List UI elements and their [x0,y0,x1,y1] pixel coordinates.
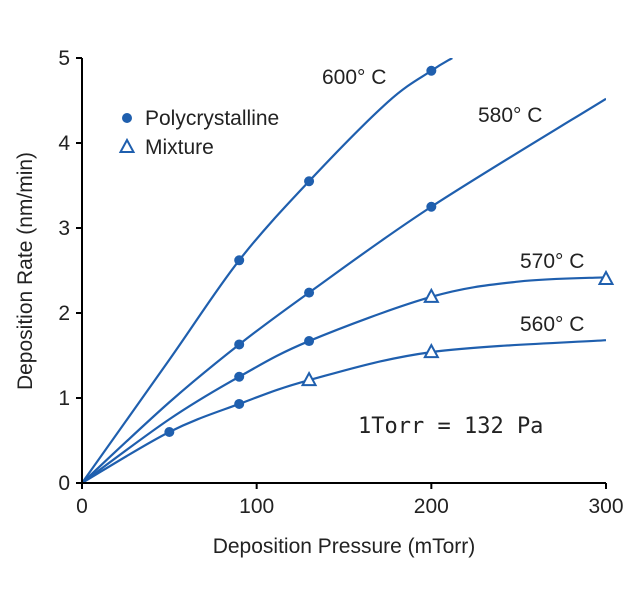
x-tick-label: 300 [588,495,623,518]
data-point-mixture [597,269,615,285]
x-tick-label: 0 [76,495,88,518]
series-label: 600° C [322,66,386,89]
data-point-polycrystalline [234,398,245,409]
data-point-polycrystalline [426,201,437,212]
data-point-polycrystalline [122,113,132,123]
legend: Polycrystalline Mixture [118,107,279,159]
unit-annotation: 1Torr = 132 Pa [358,414,543,439]
legend-entry-label: Mixture [145,136,214,159]
series-label: 580° C [478,104,542,127]
legend-entry-label: Polycrystalline [145,107,279,130]
data-point-mixture [118,137,136,153]
y-tick-label: 2 [58,302,70,325]
data-point-polycrystalline [304,336,315,347]
y-axis-label: Deposition Rate (nm/min) [14,152,37,390]
data-point-mixture [423,343,440,359]
y-tick-label: 3 [58,217,70,240]
y-tick-label: 1 [58,387,70,410]
series-curve [82,97,606,484]
data-point-polycrystalline [304,176,315,187]
y-tick-label: 0 [58,472,70,495]
data-point-polycrystalline [426,65,437,76]
data-point-polycrystalline [304,287,315,298]
y-tick-label: 4 [58,132,70,155]
x-tick-label: 200 [414,495,449,518]
data-point-polycrystalline [234,371,245,382]
series-label: 560° C [520,313,584,336]
data-point-mixture [423,287,440,303]
x-tick-label: 100 [239,495,274,518]
data-point-mixture [300,371,318,387]
series-curve [82,339,606,484]
series-curve [82,58,453,484]
series-label: 570° C [520,250,584,273]
data-point-polycrystalline [234,339,245,350]
series-curve [82,276,606,484]
data-point-polycrystalline [164,427,175,437]
x-axis-label: Deposition Pressure (mTorr) [213,535,476,558]
data-point-polycrystalline [234,255,245,266]
y-tick-label: 5 [58,47,70,70]
